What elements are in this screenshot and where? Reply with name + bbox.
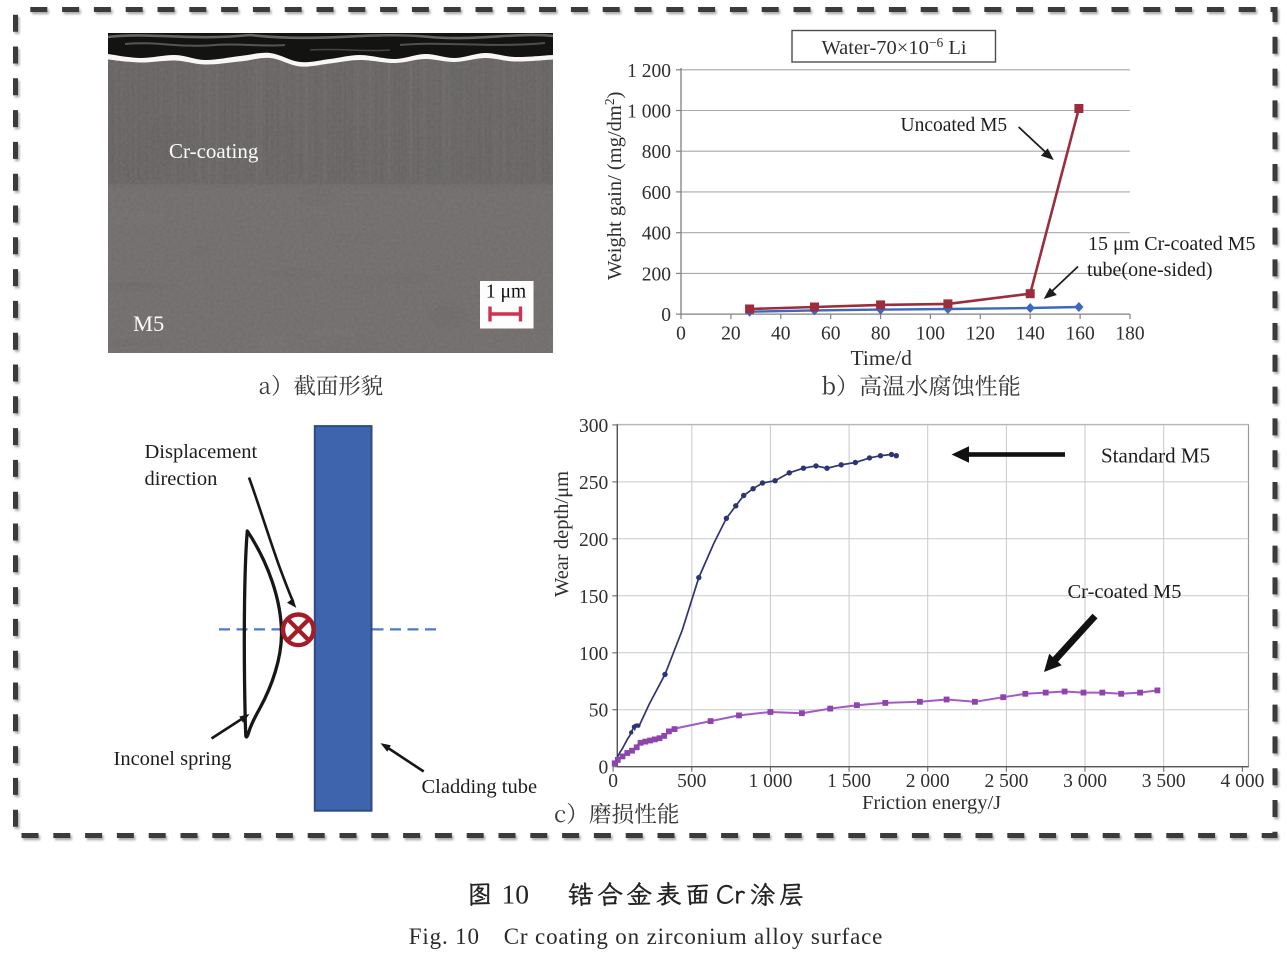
svg-text:500: 500: [677, 771, 706, 792]
svg-text:0: 0: [661, 305, 671, 326]
svg-text:80: 80: [871, 324, 891, 345]
svg-text:Displacement: Displacement: [145, 441, 258, 463]
svg-text:3 500: 3 500: [1142, 771, 1186, 792]
svg-text:2 500: 2 500: [984, 771, 1028, 792]
svg-text:40: 40: [771, 324, 791, 345]
svg-text:50: 50: [589, 701, 609, 722]
svg-text:400: 400: [642, 224, 671, 245]
svg-text:200: 200: [642, 264, 671, 285]
svg-text:tube(one-sided): tube(one-sided): [1087, 259, 1213, 281]
svg-text:1 200: 1 200: [627, 61, 671, 82]
svg-text:160: 160: [1065, 324, 1094, 345]
svg-text:600: 600: [642, 183, 671, 204]
svg-text:Uncoated M5: Uncoated M5: [901, 115, 1008, 136]
svg-text:Wear depth/μm: Wear depth/μm: [551, 471, 573, 597]
svg-text:0: 0: [676, 324, 686, 345]
svg-text:150: 150: [579, 587, 608, 608]
svg-text:Cr-coated M5: Cr-coated M5: [1068, 581, 1182, 603]
svg-text:1 μm: 1 μm: [486, 282, 526, 303]
svg-text:1 000: 1 000: [748, 771, 792, 792]
svg-text:0: 0: [599, 758, 609, 779]
svg-text:180: 180: [1115, 324, 1144, 345]
svg-text:15 μm Cr-coated M5: 15 μm Cr-coated M5: [1088, 233, 1256, 255]
svg-text:800: 800: [642, 142, 671, 163]
svg-text:M5: M5: [133, 311, 164, 336]
svg-text:20: 20: [721, 324, 741, 345]
svg-text:Cr-coating: Cr-coating: [169, 139, 259, 163]
svg-text:4 000: 4 000: [1220, 771, 1264, 792]
svg-text:2 000: 2 000: [906, 771, 950, 792]
svg-text:1 500: 1 500: [827, 771, 871, 792]
svg-text:60: 60: [821, 324, 841, 345]
svg-text:100: 100: [579, 644, 608, 665]
svg-text:Time/d: Time/d: [851, 346, 913, 370]
svg-text:100: 100: [916, 324, 945, 345]
svg-text:Standard M5: Standard M5: [1101, 444, 1210, 468]
svg-text:250: 250: [579, 473, 608, 494]
svg-text:Friction energy/J: Friction energy/J: [862, 792, 1001, 814]
svg-text:Cladding tube: Cladding tube: [422, 776, 538, 798]
svg-text:Water-70×10−6 Li: Water-70×10−6 Li: [821, 35, 966, 59]
svg-text:Fig. 10 Cr coating on zirconiu: Fig. 10 Cr coating on zirconium alloy su…: [409, 924, 884, 949]
svg-text:3 000: 3 000: [1063, 771, 1107, 792]
svg-text:Weight gain/ (mg/dm2): Weight gain/ (mg/dm2): [602, 92, 626, 280]
svg-text:200: 200: [579, 530, 608, 551]
svg-text:direction: direction: [145, 468, 218, 490]
svg-text:0: 0: [608, 771, 618, 792]
svg-text:Inconel spring: Inconel spring: [114, 748, 232, 770]
svg-text:140: 140: [1016, 324, 1045, 345]
svg-text:1 000: 1 000: [627, 102, 671, 123]
svg-text:120: 120: [966, 324, 995, 345]
svg-text:300: 300: [579, 416, 608, 437]
svg-text:10: 10: [502, 878, 530, 909]
